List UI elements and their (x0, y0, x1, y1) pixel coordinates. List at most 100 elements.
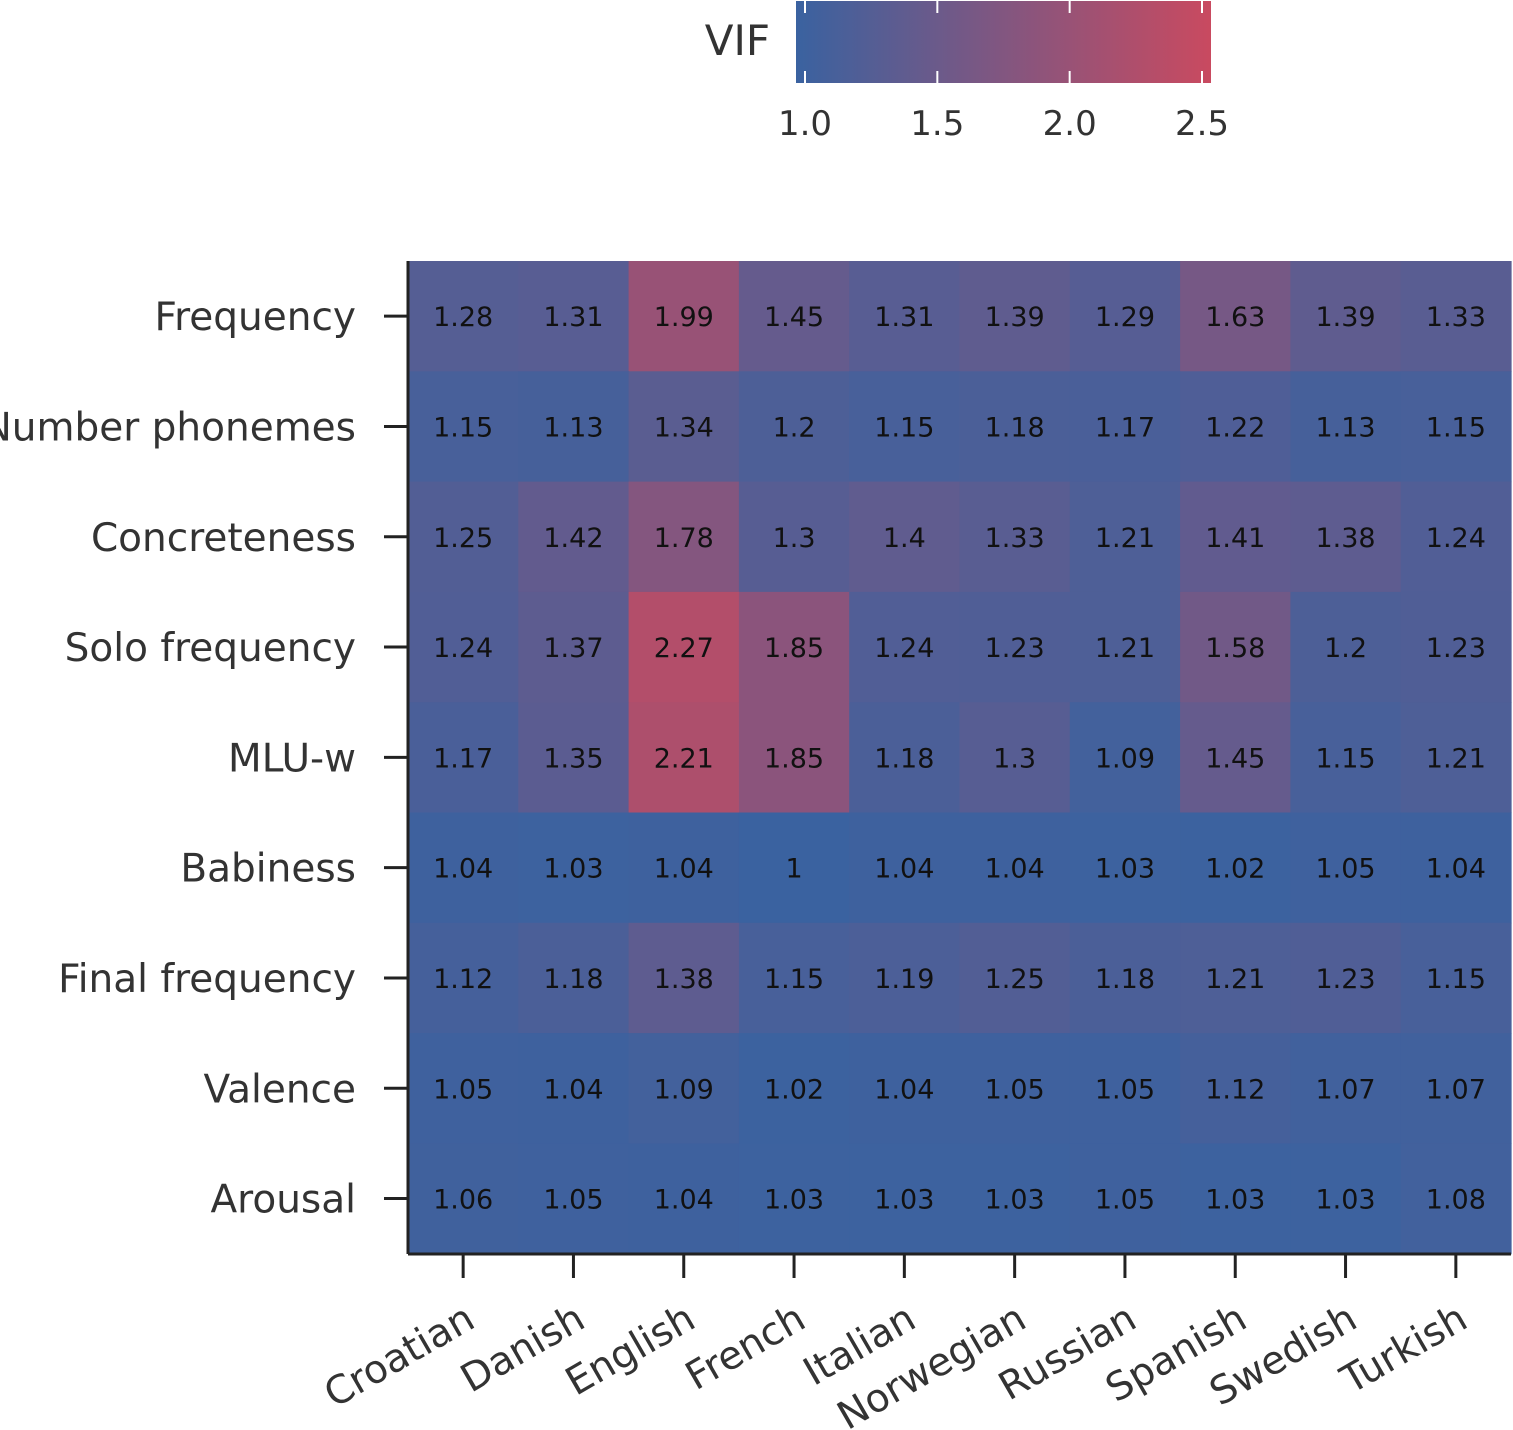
heatmap-cell (1400, 702, 1512, 814)
cell-value-label: 1.25 (985, 964, 1045, 995)
cell-value-label: 1.17 (1095, 412, 1155, 443)
heatmap-cell (1290, 371, 1402, 483)
heatmap-cell (518, 481, 630, 593)
heatmap-cell (1180, 481, 1291, 593)
colorbar-tick-label: 2.5 (1175, 104, 1229, 144)
heatmap-cells: 1.28 1.31 1.99 1.45 1.31 1.39 1.29 1.63 1.39 1.33… (408, 261, 1512, 1255)
cell-value-label: 1.02 (764, 1074, 824, 1105)
heatmap-cell (1180, 1143, 1291, 1255)
heatmap-cell (738, 922, 850, 1034)
cell-value-label: 1.09 (1095, 743, 1155, 774)
heatmap-cell (738, 1033, 850, 1144)
heatmap-cell (849, 812, 961, 924)
heatmap-cell (738, 591, 850, 703)
heatmap-cell (1180, 261, 1291, 372)
cell-value-label: 1.22 (1205, 412, 1265, 443)
y-tick-label: Arousal (211, 1178, 357, 1223)
heatmap-cell (849, 1033, 961, 1144)
cell-value-label: 1.35 (543, 743, 603, 774)
y-tick-label: Number phonemes (0, 405, 356, 450)
cell-value-label: 1.15 (764, 964, 824, 995)
cell-value-label: 1.13 (543, 412, 603, 443)
cell-value-label: 1.18 (874, 743, 934, 774)
cell-value-label: 1.24 (874, 633, 934, 664)
cell-value-label: 1.85 (764, 743, 824, 774)
cell-value-label: 1.05 (1095, 1074, 1155, 1105)
cell-value-label: 1.15 (1426, 412, 1486, 443)
heatmap-cell (849, 371, 961, 483)
heatmap-cell (1290, 702, 1402, 814)
heatmap-cell (1069, 812, 1181, 924)
heatmap-cell (1400, 371, 1512, 483)
heatmap-cell (738, 812, 850, 924)
cell-value-label: 1.05 (433, 1074, 493, 1105)
colorbar-label: VIF (705, 16, 770, 65)
heatmap-cell (408, 261, 519, 372)
heatmap-cell (518, 591, 630, 703)
cell-value-label: 1.15 (433, 412, 493, 443)
heatmap-cell (849, 261, 961, 372)
heatmap-cell (1400, 1033, 1512, 1144)
cell-value-label: 1.33 (985, 523, 1045, 554)
cell-value-label: 1.21 (1426, 743, 1486, 774)
heatmap-cell (628, 1033, 740, 1144)
heatmap-cell (1069, 702, 1181, 814)
cell-value-label: 1.21 (1095, 633, 1155, 664)
heatmap-cell (959, 702, 1071, 814)
heatmap-cell (628, 481, 740, 593)
cell-value-label: 1.37 (543, 633, 603, 664)
cell-value-label: 2.21 (654, 743, 714, 774)
cell-value-label: 1.07 (1426, 1074, 1486, 1105)
heatmap-cell (1069, 591, 1181, 703)
cell-value-label: 1.42 (543, 523, 603, 554)
heatmap-cell (408, 591, 519, 703)
cell-value-label: 1.18 (543, 964, 603, 995)
cell-value-label: 1.28 (433, 302, 493, 333)
heatmap-cell (518, 1143, 630, 1255)
cell-value-label: 1.85 (764, 633, 824, 664)
heatmap-cell (408, 702, 519, 814)
cell-value-label: 1.23 (985, 633, 1045, 664)
heatmap-cell (959, 922, 1071, 1034)
cell-value-label: 1.31 (874, 302, 934, 333)
heatmap-cell (628, 1143, 740, 1255)
cell-value-label: 1.03 (1095, 854, 1155, 885)
cell-value-label: 1.04 (654, 854, 714, 885)
y-tick-label: Final frequency (58, 957, 356, 1002)
cell-value-label: 1.4 (883, 523, 926, 554)
x-axis-ticks: CroatianDanishEnglishFrenchItalianNorweg… (317, 1254, 1475, 1430)
cell-value-label: 1.15 (874, 412, 934, 443)
heatmap-cell (959, 812, 1071, 924)
cell-value-label: 1.38 (1315, 523, 1375, 554)
cell-value-label: 1.24 (1426, 523, 1486, 554)
cell-value-label: 1.04 (433, 854, 493, 885)
heatmap-cell (1290, 261, 1402, 372)
x-tick-label: French (678, 1296, 813, 1400)
cell-value-label: 1.12 (433, 964, 493, 995)
heatmap-cell (1069, 371, 1181, 483)
cell-value-label: 1.02 (1205, 854, 1265, 885)
heatmap-cell (959, 261, 1071, 372)
heatmap-cell (1400, 591, 1512, 703)
colorbar: VIF 1.0 1.5 2.0 2.5 (705, 1, 1229, 144)
heatmap-cell (959, 371, 1071, 483)
colorbar-tick-label: 1.5 (910, 104, 964, 144)
heatmap-cell (1180, 812, 1291, 924)
cell-value-label: 1.23 (1426, 633, 1486, 664)
cell-value-label: 1.05 (543, 1185, 603, 1216)
heatmap-cell (408, 481, 519, 593)
colorbar-tick-label: 2.0 (1043, 104, 1097, 144)
heatmap-cell (628, 702, 740, 814)
cell-value-label: 1.17 (433, 743, 493, 774)
heatmap-cell (1290, 481, 1402, 593)
heatmap-cell (1400, 922, 1512, 1034)
heatmap-cell (849, 1143, 961, 1255)
cell-value-label: 1.63 (1205, 302, 1265, 333)
heatmap-cell (1180, 591, 1291, 703)
heatmap-cell (1180, 1033, 1291, 1144)
x-tick-label: Croatian (317, 1296, 482, 1417)
cell-value-label: 1.34 (654, 412, 714, 443)
cell-value-label: 1.03 (1315, 1185, 1375, 1216)
heatmap-cell (959, 591, 1071, 703)
